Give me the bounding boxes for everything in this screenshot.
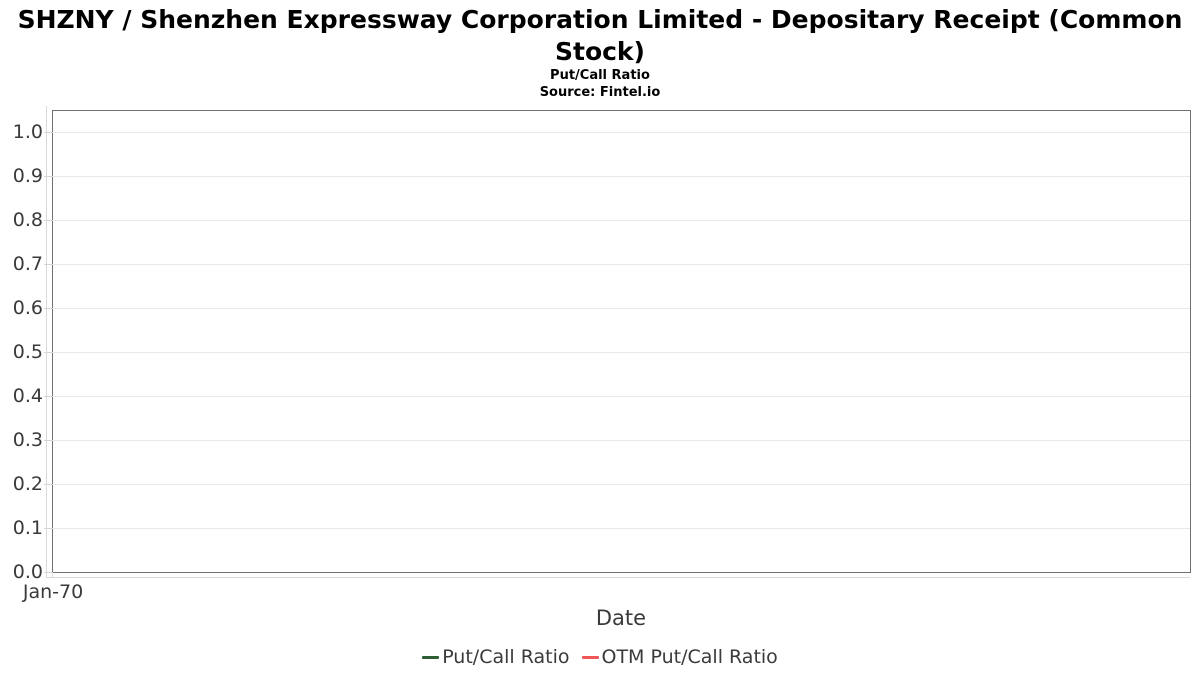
gridline-y-0.5 <box>53 352 1190 353</box>
y-tick-label-0.9: 0.9 <box>12 165 43 187</box>
gridline-y-1.0 <box>53 132 1190 133</box>
legend: Put/Call Ratio OTM Put/Call Ratio <box>0 646 1200 668</box>
gridline-y-0.3 <box>53 440 1190 441</box>
gridline-y-0.9 <box>53 176 1190 177</box>
y-tick-0.9 <box>44 176 53 177</box>
y-tick-0.8 <box>44 220 53 221</box>
y-tick-1.0 <box>44 132 53 133</box>
y-tick-0.3 <box>44 440 53 441</box>
y-tick-label-0.4: 0.4 <box>12 385 43 407</box>
chart-source: Source: Fintel.io <box>539 85 661 100</box>
y-tick-0.4 <box>44 396 53 397</box>
gridline-y-0.4 <box>53 396 1190 397</box>
gridline-y-0.1 <box>53 528 1190 529</box>
y-tick-label-0.1: 0.1 <box>12 517 43 539</box>
y-tick-0.5 <box>44 352 53 353</box>
y-tick-label-0.0: 0.0 <box>12 561 43 583</box>
x-axis-tick <box>52 572 53 578</box>
y-axis-line <box>46 106 47 578</box>
legend-item-otm-put-call-ratio[interactable]: OTM Put/Call Ratio <box>581 646 778 668</box>
y-tick-0.7 <box>44 264 53 265</box>
legend-label: OTM Put/Call Ratio <box>601 646 778 668</box>
chart-title: SHZNY / Shenzhen Expressway Corporation … <box>17 5 1183 66</box>
gridline-y-0.8 <box>53 220 1190 221</box>
chart-subtitle: Put/Call Ratio <box>550 68 650 83</box>
legend-item-put-call-ratio[interactable]: Put/Call Ratio <box>422 646 570 668</box>
y-tick-0.1 <box>44 528 53 529</box>
gridline-y-0.6 <box>53 308 1190 309</box>
x-axis-line <box>46 577 1190 578</box>
y-tick-label-0.3: 0.3 <box>12 429 43 451</box>
y-tick-label-0.5: 0.5 <box>12 341 43 363</box>
gridline-y-0.2 <box>53 484 1190 485</box>
y-tick-label-0.6: 0.6 <box>12 297 43 319</box>
x-tick-label: Jan-70 <box>22 581 84 603</box>
y-tick-0.6 <box>44 308 53 309</box>
legend-label: Put/Call Ratio <box>442 646 570 668</box>
y-tick-label-0.8: 0.8 <box>12 209 43 231</box>
gridline-y-0.7 <box>53 264 1190 265</box>
y-tick-0.0 <box>44 572 53 573</box>
y-tick-0.2 <box>44 484 53 485</box>
y-tick-label-0.7: 0.7 <box>12 253 43 275</box>
y-tick-label-0.2: 0.2 <box>12 473 43 495</box>
y-tick-label-1.0: 1.0 <box>12 121 43 143</box>
legend-line-icon <box>581 655 599 659</box>
plot-area: 1.0 0.9 0.8 0.7 0.6 0.5 0.4 0.3 0.2 0.1 0.0 <box>13 110 1191 583</box>
legend-line-icon <box>422 655 440 659</box>
x-axis-title: Date <box>595 606 647 630</box>
